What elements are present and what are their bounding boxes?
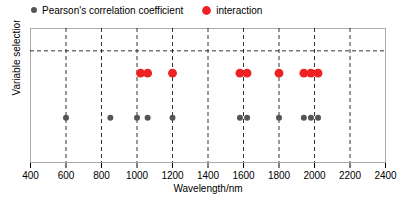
svg-text:1200: 1200 [161, 170, 184, 181]
svg-text:400: 400 [22, 170, 39, 181]
svg-text:600: 600 [58, 170, 75, 181]
svg-text:1600: 1600 [232, 170, 255, 181]
svg-text:1800: 1800 [268, 170, 291, 181]
svg-text:2400: 2400 [374, 170, 397, 181]
svg-text:1400: 1400 [197, 170, 220, 181]
html-text:interaction: interaction [216, 4, 263, 16]
svg-text:Wavelength/nm: Wavelength/nm [173, 183, 242, 194]
svg-text:1000: 1000 [126, 170, 149, 181]
svg-text:2000: 2000 [303, 170, 326, 181]
svg-text:800: 800 [93, 170, 110, 181]
svg-text:2200: 2200 [339, 170, 362, 181]
svg-text:Variable selection: Variable selection [11, 20, 22, 96]
html-text:Pearson's correlation coeffici: Pearson's correlation coefficient [42, 4, 184, 16]
